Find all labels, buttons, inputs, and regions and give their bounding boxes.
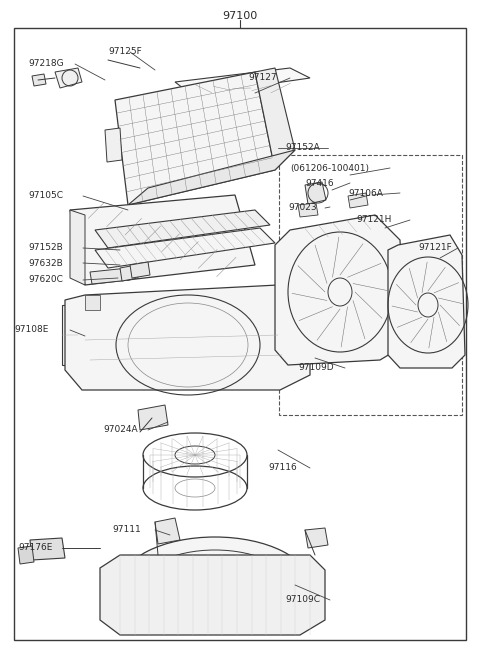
Text: 97176E: 97176E — [18, 544, 52, 553]
Polygon shape — [85, 295, 100, 310]
Polygon shape — [275, 215, 405, 365]
Text: 97152B: 97152B — [28, 243, 63, 253]
Polygon shape — [138, 405, 168, 430]
Text: 97111: 97111 — [112, 526, 141, 534]
Polygon shape — [388, 235, 465, 368]
Polygon shape — [115, 72, 275, 205]
Text: 97121F: 97121F — [418, 243, 452, 253]
Text: 97100: 97100 — [222, 11, 258, 21]
Polygon shape — [90, 268, 130, 284]
Polygon shape — [348, 193, 368, 208]
Text: 97632B: 97632B — [28, 259, 63, 268]
Polygon shape — [155, 518, 180, 544]
Polygon shape — [18, 546, 34, 564]
Bar — [279, 155, 462, 415]
Text: (061206-100401): (061206-100401) — [290, 163, 369, 172]
Polygon shape — [305, 182, 326, 204]
Polygon shape — [55, 68, 82, 88]
Text: 97109D: 97109D — [298, 363, 334, 372]
Text: 97106A: 97106A — [348, 188, 383, 197]
Text: 97152A: 97152A — [285, 143, 320, 153]
Polygon shape — [305, 528, 328, 548]
Polygon shape — [100, 555, 325, 635]
Ellipse shape — [120, 537, 310, 633]
Text: 97105C: 97105C — [28, 191, 63, 201]
Polygon shape — [32, 74, 46, 86]
Polygon shape — [62, 305, 78, 365]
Polygon shape — [120, 265, 138, 281]
Polygon shape — [128, 150, 295, 205]
Polygon shape — [70, 195, 255, 285]
Polygon shape — [278, 285, 295, 305]
Text: 97116: 97116 — [268, 463, 297, 472]
Polygon shape — [175, 68, 310, 95]
Polygon shape — [30, 538, 65, 560]
Text: 97024A: 97024A — [103, 426, 138, 434]
Text: 97218G: 97218G — [28, 59, 64, 68]
Polygon shape — [298, 203, 318, 217]
Polygon shape — [65, 285, 310, 390]
Text: 97121H: 97121H — [356, 216, 391, 224]
Text: 97127: 97127 — [248, 74, 276, 82]
Text: 97620C: 97620C — [28, 276, 63, 284]
Text: 97108E: 97108E — [14, 326, 48, 334]
Text: 97109C: 97109C — [285, 595, 320, 605]
Polygon shape — [255, 68, 295, 170]
Polygon shape — [95, 210, 270, 248]
Text: 97416: 97416 — [305, 178, 334, 188]
Text: 97125F: 97125F — [108, 47, 142, 57]
Polygon shape — [95, 228, 275, 268]
Polygon shape — [105, 128, 122, 162]
Polygon shape — [70, 210, 85, 285]
Text: 97023: 97023 — [288, 203, 317, 211]
Polygon shape — [130, 262, 150, 278]
